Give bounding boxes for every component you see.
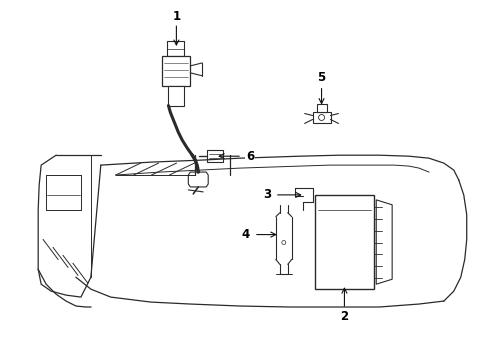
Text: 6: 6 [245, 150, 254, 163]
Text: 3: 3 [262, 188, 270, 201]
Text: 1: 1 [172, 10, 180, 23]
Polygon shape [167, 41, 184, 56]
Polygon shape [316, 104, 326, 112]
Polygon shape [207, 150, 223, 162]
Polygon shape [162, 56, 190, 86]
Polygon shape [375, 200, 391, 284]
Text: 4: 4 [242, 228, 249, 241]
Polygon shape [188, 172, 208, 187]
Polygon shape [314, 195, 373, 289]
Text: 2: 2 [340, 310, 348, 323]
Text: 5: 5 [317, 71, 325, 84]
Polygon shape [168, 86, 184, 105]
Polygon shape [312, 112, 330, 123]
